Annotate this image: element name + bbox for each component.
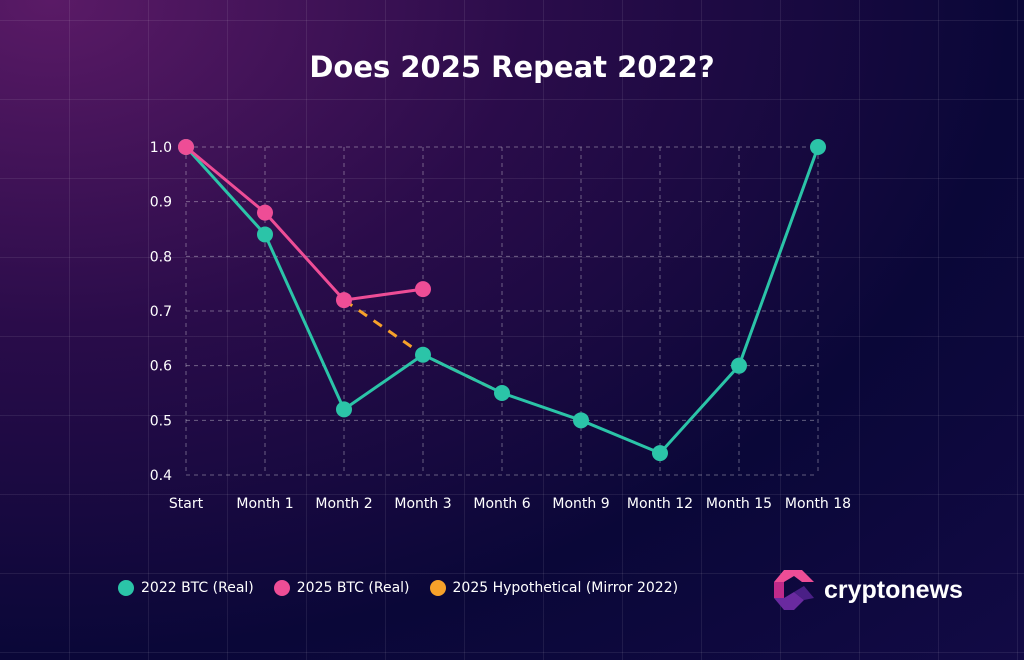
x-tick-label: Start xyxy=(169,496,204,512)
legend-marker xyxy=(429,580,446,596)
legend-item-hypothetical: 2025 Hypothetical (Mirror 2022) xyxy=(429,580,679,596)
legend-label: 2022 BTC (Real) xyxy=(141,580,254,596)
y-tick-label: 0.5 xyxy=(150,413,172,429)
y-tick-label: 0.4 xyxy=(150,468,172,484)
x-tick-label: Month 15 xyxy=(706,496,772,512)
legend-marker xyxy=(118,580,134,596)
data-point xyxy=(257,204,273,221)
legend: 2022 BTC (Real) 2025 BTC (Real) 2025 Hyp… xyxy=(118,580,678,596)
data-point xyxy=(494,385,510,401)
data-point xyxy=(652,445,668,462)
data-point xyxy=(336,401,352,418)
x-tick-label: Month 1 xyxy=(236,496,293,512)
y-tick-label: 0.9 xyxy=(150,195,172,211)
legend-label: 2025 Hypothetical (Mirror 2022) xyxy=(452,580,679,596)
x-tick-label: Month 12 xyxy=(627,496,693,512)
legend-marker xyxy=(273,580,290,596)
data-point xyxy=(336,292,352,309)
y-tick-label: 0.8 xyxy=(150,249,172,265)
data-point xyxy=(178,139,194,155)
y-tick-label: 0.7 xyxy=(150,304,172,320)
x-tick-label: Month 3 xyxy=(394,496,451,512)
x-tick-label: Month 6 xyxy=(473,496,530,512)
brand-name: cryptonews xyxy=(824,575,963,604)
y-tick-label: 0.6 xyxy=(150,359,172,375)
legend-label: 2025 BTC (Real) xyxy=(296,580,410,596)
legend-item-2025: 2025 BTC (Real) xyxy=(273,580,410,596)
cryptonews-logo: cryptonews xyxy=(772,568,963,612)
data-point xyxy=(257,226,273,243)
x-tick-label: Month 18 xyxy=(785,496,851,512)
data-point xyxy=(810,139,826,155)
chart-title: Does 2025 Repeat 2022? xyxy=(309,50,715,84)
data-point xyxy=(415,281,431,298)
x-tick-label: Month 2 xyxy=(315,496,372,512)
data-point xyxy=(573,412,589,429)
y-tick-label: 1.0 xyxy=(150,140,172,156)
legend-item-2022: 2022 BTC (Real) xyxy=(118,580,254,596)
cryptonews-logo-icon xyxy=(774,570,814,610)
x-tick-label: Month 9 xyxy=(552,496,609,512)
data-point xyxy=(731,357,747,374)
data-point xyxy=(415,346,431,363)
series-line xyxy=(185,145,424,302)
